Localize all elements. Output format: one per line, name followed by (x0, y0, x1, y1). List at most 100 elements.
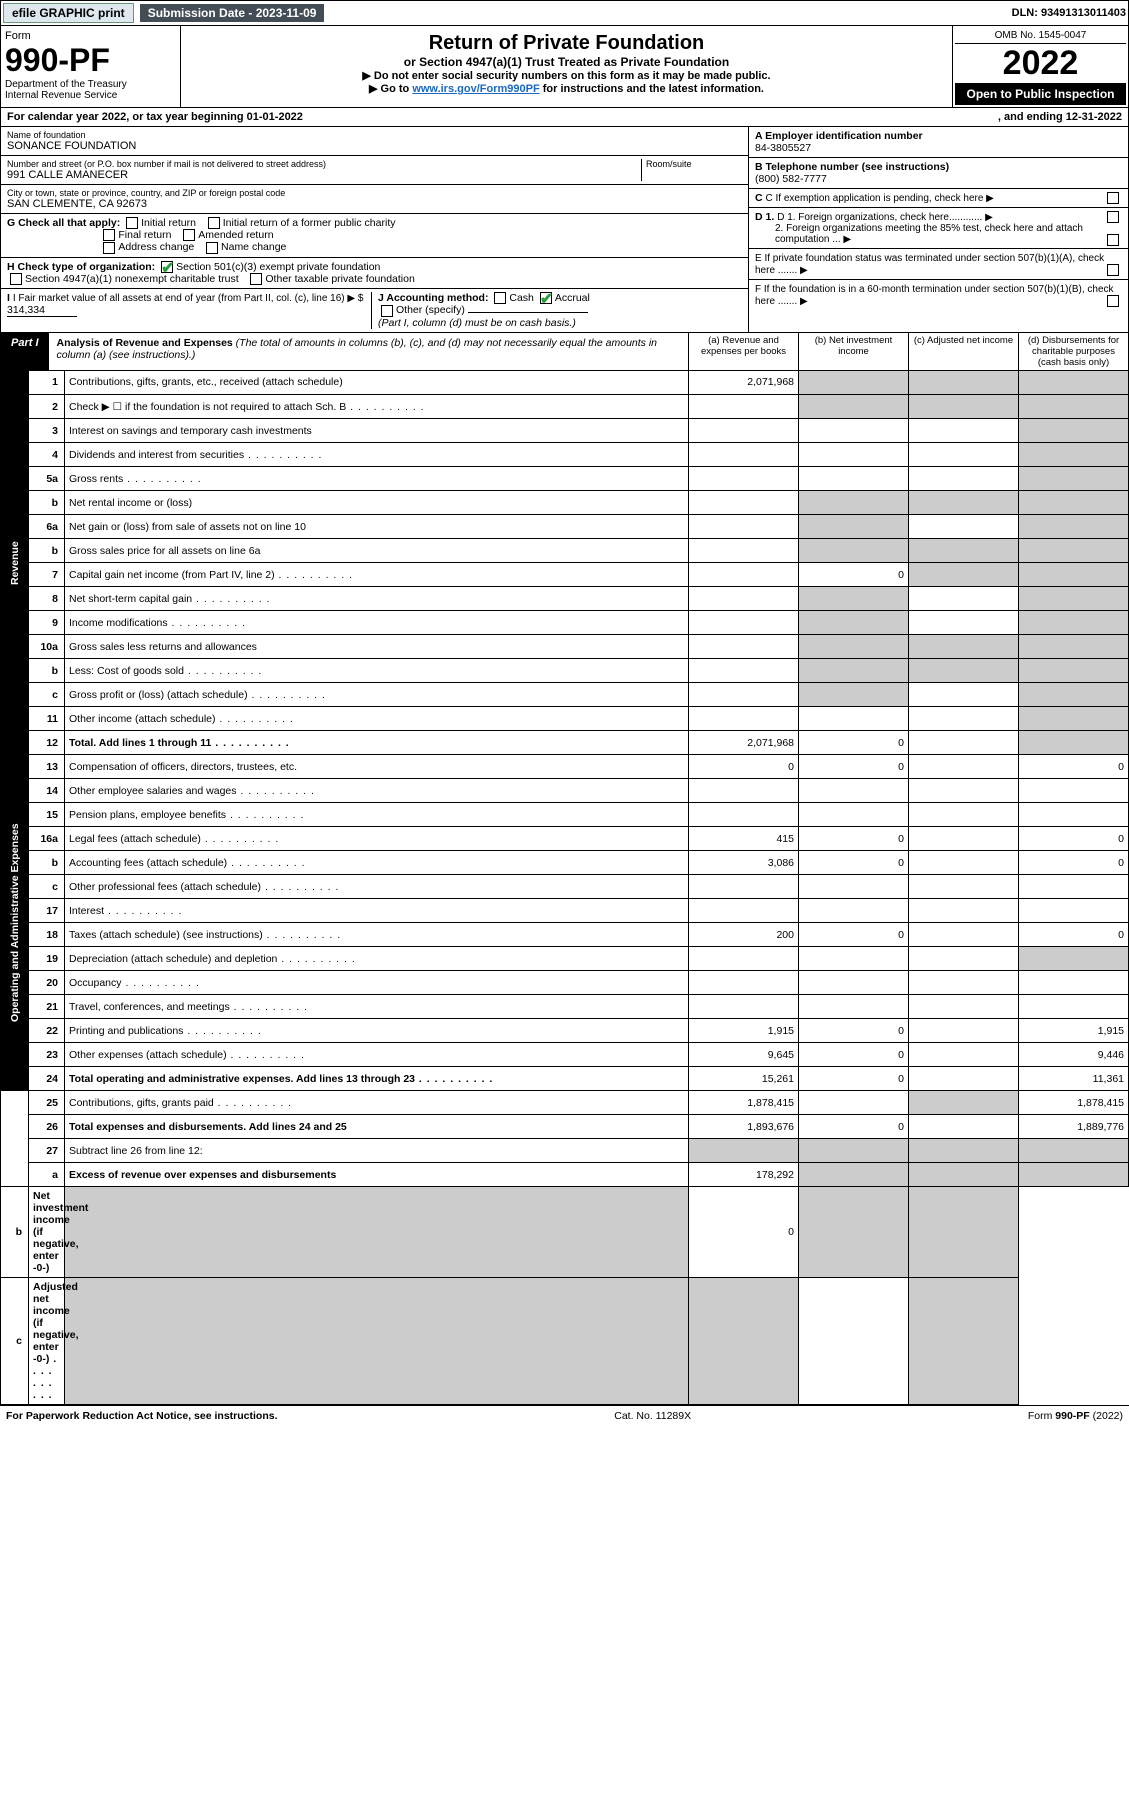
section-f: F If the foundation is in a 60-month ter… (749, 280, 1128, 310)
col-a: 2,071,968 (689, 371, 799, 395)
chk-other-taxable[interactable] (250, 273, 262, 285)
entity-info: Name of foundation SONANCE FOUNDATION Nu… (0, 127, 1129, 333)
col-c (909, 1115, 1019, 1139)
line-number: 8 (29, 587, 65, 611)
section-d: D 1. D 1. Foreign organizations, check h… (749, 208, 1128, 249)
city-cell: City or town, state or province, country… (1, 185, 748, 214)
chk-cash[interactable] (494, 292, 506, 304)
col-b: 0 (799, 731, 909, 755)
efile-print-button[interactable]: efile GRAPHIC print (3, 3, 134, 23)
chk-85pct[interactable] (1107, 234, 1119, 246)
header-left: Form 990-PF Department of the Treasury I… (1, 26, 181, 107)
part1-label: Part I (1, 333, 49, 370)
note-link: ▶ Go to www.irs.gov/Form990PF for instru… (193, 82, 940, 95)
line-number: 23 (29, 1043, 65, 1067)
line-desc: Accounting fees (attach schedule) (65, 851, 689, 875)
table-row: bNet investment income (if negative, ent… (1, 1187, 1129, 1278)
line-number: a (29, 1163, 65, 1187)
fmv-value: 314,334 (7, 304, 77, 317)
line-number: 16a (29, 827, 65, 851)
col-a (689, 947, 799, 971)
chk-address-change[interactable] (103, 242, 115, 254)
col-c (909, 371, 1019, 395)
col-b: 0 (799, 1115, 909, 1139)
col-b (799, 875, 909, 899)
ein-cell: A Employer identification number 84-3805… (749, 127, 1128, 158)
col-a: 415 (689, 827, 799, 851)
table-row: bLess: Cost of goods sold (1, 659, 1129, 683)
col-d (909, 1187, 1019, 1278)
chk-507b1a[interactable] (1107, 264, 1119, 276)
irs-link[interactable]: www.irs.gov/Form990PF (412, 83, 539, 95)
col-d (1019, 899, 1129, 923)
col-a (689, 1139, 799, 1163)
chk-507b1b[interactable] (1107, 295, 1119, 307)
col-a (689, 659, 799, 683)
col-b (799, 707, 909, 731)
col-c (909, 995, 1019, 1019)
col-d (1019, 635, 1129, 659)
col-d (1019, 1139, 1129, 1163)
col-c (799, 1187, 909, 1278)
chk-amended[interactable] (183, 229, 195, 241)
chk-initial-return[interactable] (126, 217, 138, 229)
line-number: 11 (29, 707, 65, 731)
page-footer: For Paperwork Reduction Act Notice, see … (0, 1405, 1129, 1426)
chk-final-return[interactable] (103, 229, 115, 241)
line-number: b (1, 1187, 29, 1278)
line-desc: Travel, conferences, and meetings (65, 995, 689, 1019)
col-c (799, 1278, 909, 1405)
chk-accrual[interactable] (540, 292, 552, 304)
line-desc: Capital gain net income (from Part IV, l… (65, 563, 689, 587)
section-g: G Check all that apply: Initial return I… (1, 214, 748, 258)
chk-initial-former[interactable] (208, 217, 220, 229)
line-desc: Subtract line 26 from line 12: (65, 1139, 689, 1163)
col-b (799, 1139, 909, 1163)
line-desc: Total operating and administrative expen… (65, 1067, 689, 1091)
omb-number: OMB No. 1545-0047 (955, 28, 1126, 44)
col-d: 0 (1019, 851, 1129, 875)
col-b (799, 371, 909, 395)
chk-foreign-org[interactable] (1107, 211, 1119, 223)
col-a: 1,893,676 (689, 1115, 799, 1139)
chk-4947a1[interactable] (10, 273, 22, 285)
form-title: Return of Private Foundation (193, 32, 940, 55)
col-c (909, 491, 1019, 515)
col-c (909, 875, 1019, 899)
chk-501c3[interactable] (161, 261, 173, 273)
col-d: 9,446 (1019, 1043, 1129, 1067)
col-c (909, 755, 1019, 779)
line-desc: Check ▶ ☐ if the foundation is not requi… (65, 395, 689, 419)
chk-other-method[interactable] (381, 305, 393, 317)
chk-name-change[interactable] (206, 242, 218, 254)
col-c (909, 515, 1019, 539)
dept-treasury: Department of the Treasury (5, 79, 176, 90)
part1-table: Revenue1Contributions, gifts, grants, et… (0, 371, 1129, 1406)
name-cell: Name of foundation SONANCE FOUNDATION (1, 127, 748, 156)
line-number: 22 (29, 1019, 65, 1043)
line-number: c (29, 683, 65, 707)
form-header: Form 990-PF Department of the Treasury I… (0, 26, 1129, 108)
line-number: 17 (29, 899, 65, 923)
line-desc: Net short-term capital gain (65, 587, 689, 611)
col-d: 1,915 (1019, 1019, 1129, 1043)
col-d (1019, 587, 1129, 611)
line-desc: Total. Add lines 1 through 11 (65, 731, 689, 755)
col-b (799, 443, 909, 467)
col-d (1019, 875, 1129, 899)
chk-exemption-pending[interactable] (1107, 192, 1119, 204)
col-a (689, 467, 799, 491)
col-b: 0 (799, 755, 909, 779)
col-b (799, 779, 909, 803)
table-row: 6aNet gain or (loss) from sale of assets… (1, 515, 1129, 539)
line-number: b (29, 539, 65, 563)
col-d (1019, 539, 1129, 563)
col-a (689, 611, 799, 635)
col-d (1019, 707, 1129, 731)
col-b-hdr: (b) Net investment income (798, 333, 908, 370)
header-middle: Return of Private Foundation or Section … (181, 26, 953, 107)
col-a (689, 971, 799, 995)
col-c (909, 851, 1019, 875)
col-d (1019, 683, 1129, 707)
col-b (799, 611, 909, 635)
